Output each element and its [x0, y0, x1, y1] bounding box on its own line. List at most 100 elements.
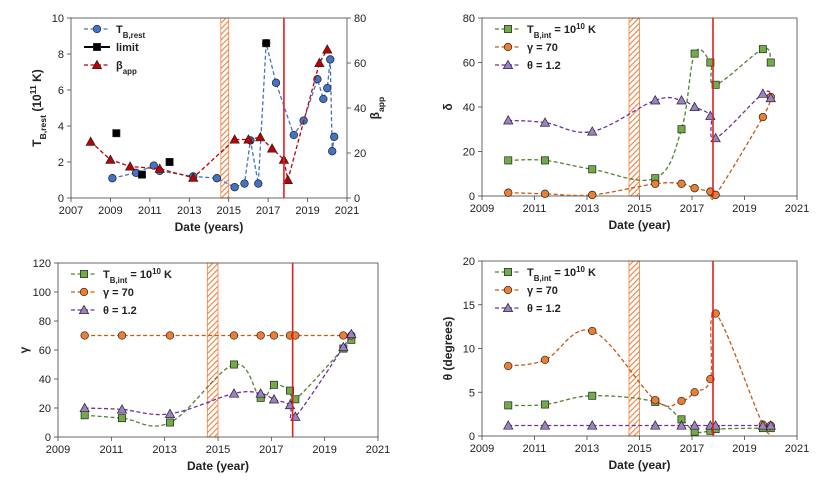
legend: TB,rest limit βapp: [84, 24, 146, 76]
data-point: [588, 391, 597, 400]
y-tick-label: 60: [463, 58, 475, 70]
data-point: [588, 165, 597, 174]
legend: TB,int = 1010 K γ = 70 θ = 1.2: [495, 265, 596, 315]
data-point: [540, 355, 550, 365]
x-tick-label: 2007: [59, 205, 83, 217]
data-point: [79, 402, 90, 413]
x-axis-label: Date (year): [608, 458, 670, 472]
y-tick-label: 60: [39, 345, 51, 357]
data-point: [269, 331, 279, 340]
data-point: [503, 115, 514, 125]
data-point: [539, 117, 551, 127]
data-point: [328, 147, 337, 156]
data-point: [255, 131, 266, 142]
data-point: [587, 126, 598, 136]
data-point: [166, 418, 174, 427]
data-point: [338, 341, 349, 352]
panel-p3: 2009 2011 2013 2015 2017 2019 2021 0 20 40 60 80 100…: [17, 258, 390, 473]
legend-marker: [79, 287, 89, 297]
y-tick-label: 20: [39, 403, 51, 415]
data-point: [326, 55, 335, 64]
data-point: [322, 44, 333, 54]
data-point: [262, 39, 271, 48]
y-tick-label: 5: [469, 387, 475, 399]
x-tick-label: 2011: [100, 444, 124, 456]
y-axis-label: δ: [441, 103, 455, 110]
y-tick-label: 100: [33, 287, 51, 299]
legend-label: θ = 1.2: [527, 303, 561, 315]
y-tick-label: 40: [39, 374, 51, 386]
legend-marker: [503, 42, 513, 52]
panel-p2: 2009 2011 2013 2015 2017 2019 2021 0 20 40 60 80 Dat…: [441, 13, 809, 232]
data-point: [757, 420, 769, 430]
y-tick-label: 20: [463, 147, 475, 159]
y-tick-label: 40: [463, 102, 475, 114]
series-line: [508, 395, 771, 434]
y-tick-label: 15: [463, 300, 475, 312]
data-point: [154, 163, 165, 173]
y-tick-label: 20: [463, 256, 475, 268]
data-point: [689, 420, 700, 430]
legend-marker: [502, 59, 514, 70]
x-tick-label: 2017: [256, 205, 280, 217]
data-point: [230, 183, 239, 192]
data-point: [319, 94, 328, 104]
legend-marker: [502, 302, 514, 313]
x-tick-label: 2019: [732, 203, 756, 215]
x-tick-label: 2009: [470, 203, 494, 215]
legend-marker: [91, 59, 103, 70]
data-point: [124, 161, 136, 171]
data-point: [271, 78, 281, 87]
data-point: [706, 58, 715, 67]
data-point: [85, 136, 96, 146]
x-tick-label: 2015: [627, 203, 651, 215]
legend-marker: [93, 43, 101, 51]
data-point: [188, 172, 199, 182]
series-1: [80, 331, 356, 340]
flare-band: [628, 17, 640, 197]
x-tick-label: 2009: [470, 443, 494, 455]
series-2: [85, 44, 333, 185]
data-point: [165, 331, 175, 340]
x-tick-label: 2013: [177, 205, 201, 217]
data-point: [268, 393, 280, 404]
data-point: [504, 188, 513, 197]
data-point: [228, 388, 240, 398]
data-point: [677, 125, 686, 134]
data-point: [677, 396, 686, 406]
panel-p4: 2009 2011 2013 2015 2017 2019 2021 0 5 10 15 20 Date…: [441, 256, 809, 472]
y-tick-label: 80: [39, 316, 51, 328]
data-point: [289, 130, 298, 140]
data-point: [541, 156, 549, 165]
x-tick-label: 2013: [575, 443, 599, 455]
x-tick-label: 2013: [575, 203, 599, 215]
x-tick-label: 2019: [312, 444, 336, 456]
series-0: [504, 45, 775, 183]
y-tick-label: 10: [52, 13, 64, 25]
x-tick-label: 2011: [138, 205, 162, 217]
data-point: [765, 420, 776, 430]
data-point: [118, 414, 126, 423]
data-point: [651, 179, 660, 188]
legend-label: γ = 70: [527, 285, 558, 297]
data-point: [503, 420, 514, 430]
legend-label: limit: [116, 42, 139, 54]
legend: TB,int = 1010 K γ = 70 θ = 1.2: [495, 22, 596, 72]
y-tick-label: 120: [33, 258, 51, 270]
y-axis-label: θ (degrees): [441, 317, 455, 381]
data-point: [504, 361, 513, 371]
data-point: [346, 328, 357, 339]
data-point: [676, 420, 687, 430]
x-tick-label: 2011: [523, 203, 547, 215]
data-point: [164, 408, 176, 418]
legend-label: TB,rest: [116, 24, 146, 40]
x-tick-label: 2011: [523, 443, 547, 455]
x-tick-label: 2021: [785, 443, 809, 455]
panel-p1: 2007 2009 2011 2013 2015 2017 2019 202102468100…: [28, 13, 386, 234]
data-point: [587, 420, 598, 430]
data-point: [229, 134, 240, 144]
y2-tick-label: 20: [354, 148, 366, 160]
x-tick-label: 2013: [152, 444, 176, 456]
y-axis-label: TB,rest (1011 K): [28, 69, 48, 147]
